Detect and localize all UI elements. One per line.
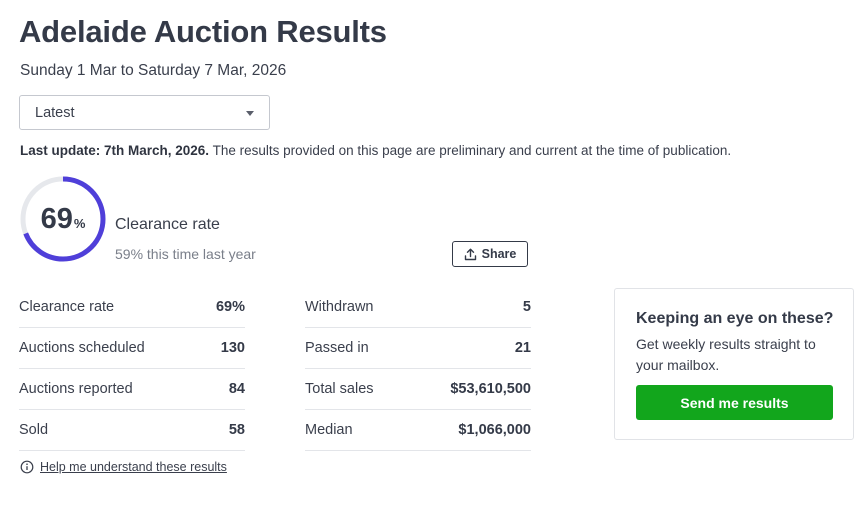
stat-row: Auctions scheduled 130 xyxy=(19,328,245,369)
help-link-label[interactable]: Help me understand these results xyxy=(40,460,227,474)
date-range: Sunday 1 Mar to Saturday 7 Mar, 2026 xyxy=(20,62,287,79)
stat-label: Median xyxy=(305,422,353,438)
stat-row: Auctions reported 84 xyxy=(19,369,245,410)
stat-label: Sold xyxy=(19,422,49,438)
stat-value: 5 xyxy=(522,299,531,315)
stat-value: $53,610,500 xyxy=(450,381,531,397)
last-update-note: Last update: 7th March, 2026. The result… xyxy=(20,143,731,158)
clearance-last-year: 59% this time last year xyxy=(115,246,256,262)
newsletter-text: Get weekly results straight to your mail… xyxy=(636,336,816,373)
stat-label: Passed in xyxy=(305,340,369,356)
share-button-label: Share xyxy=(481,247,517,261)
share-icon xyxy=(464,248,476,260)
share-button[interactable]: Share xyxy=(452,241,528,267)
page-title: Adelaide Auction Results xyxy=(19,14,387,49)
clearance-ring-fill xyxy=(20,176,106,262)
stat-row: Median $1,066,000 xyxy=(305,410,531,451)
help-link[interactable]: Help me understand these results xyxy=(20,460,227,474)
clearance-percent: 69 xyxy=(40,202,73,235)
newsletter-card: Keeping an eye on these? Get weekly resu… xyxy=(614,288,854,440)
last-update-text: The results provided on this page are pr… xyxy=(209,143,732,158)
stat-label: Clearance rate xyxy=(19,299,115,315)
newsletter-title: Keeping an eye on these? xyxy=(636,310,834,327)
stat-row: Clearance rate 69% xyxy=(19,287,245,328)
stat-label: Withdrawn xyxy=(305,299,374,315)
stat-row: Withdrawn 5 xyxy=(305,287,531,328)
stat-value: 58 xyxy=(228,422,245,438)
stat-value: 21 xyxy=(514,340,531,356)
stat-row: Total sales $53,610,500 xyxy=(305,369,531,410)
stat-label: Auctions reported xyxy=(19,381,133,397)
send-me-results-button[interactable]: Send me results xyxy=(636,385,833,420)
stats-table-right: Withdrawn 5 Passed in 21 Total sales $53,61… xyxy=(305,287,531,451)
caret-down-icon xyxy=(246,111,254,116)
stat-value: 69% xyxy=(215,299,245,315)
last-update-label: Last update: 7th March, 2026. xyxy=(20,143,210,158)
clearance-ring xyxy=(20,176,106,262)
stats-table-left: Clearance rate 69% Auctions scheduled 130 … xyxy=(19,287,245,451)
period-select-value: Latest xyxy=(35,104,75,121)
clearance-ring-value: 69% xyxy=(20,176,106,262)
stat-label: Auctions scheduled xyxy=(19,340,145,356)
stat-label: Total sales xyxy=(305,381,374,397)
info-icon xyxy=(20,460,34,474)
stat-row: Sold 58 xyxy=(19,410,245,451)
stat-value: $1,066,000 xyxy=(458,422,531,438)
stat-value: 84 xyxy=(228,381,245,397)
stat-value: 130 xyxy=(220,340,245,356)
clearance-percent-unit: % xyxy=(73,216,86,231)
period-select[interactable]: Latest xyxy=(19,95,270,130)
clearance-rate-label: Clearance rate xyxy=(115,216,220,233)
stat-row: Passed in 21 xyxy=(305,328,531,369)
